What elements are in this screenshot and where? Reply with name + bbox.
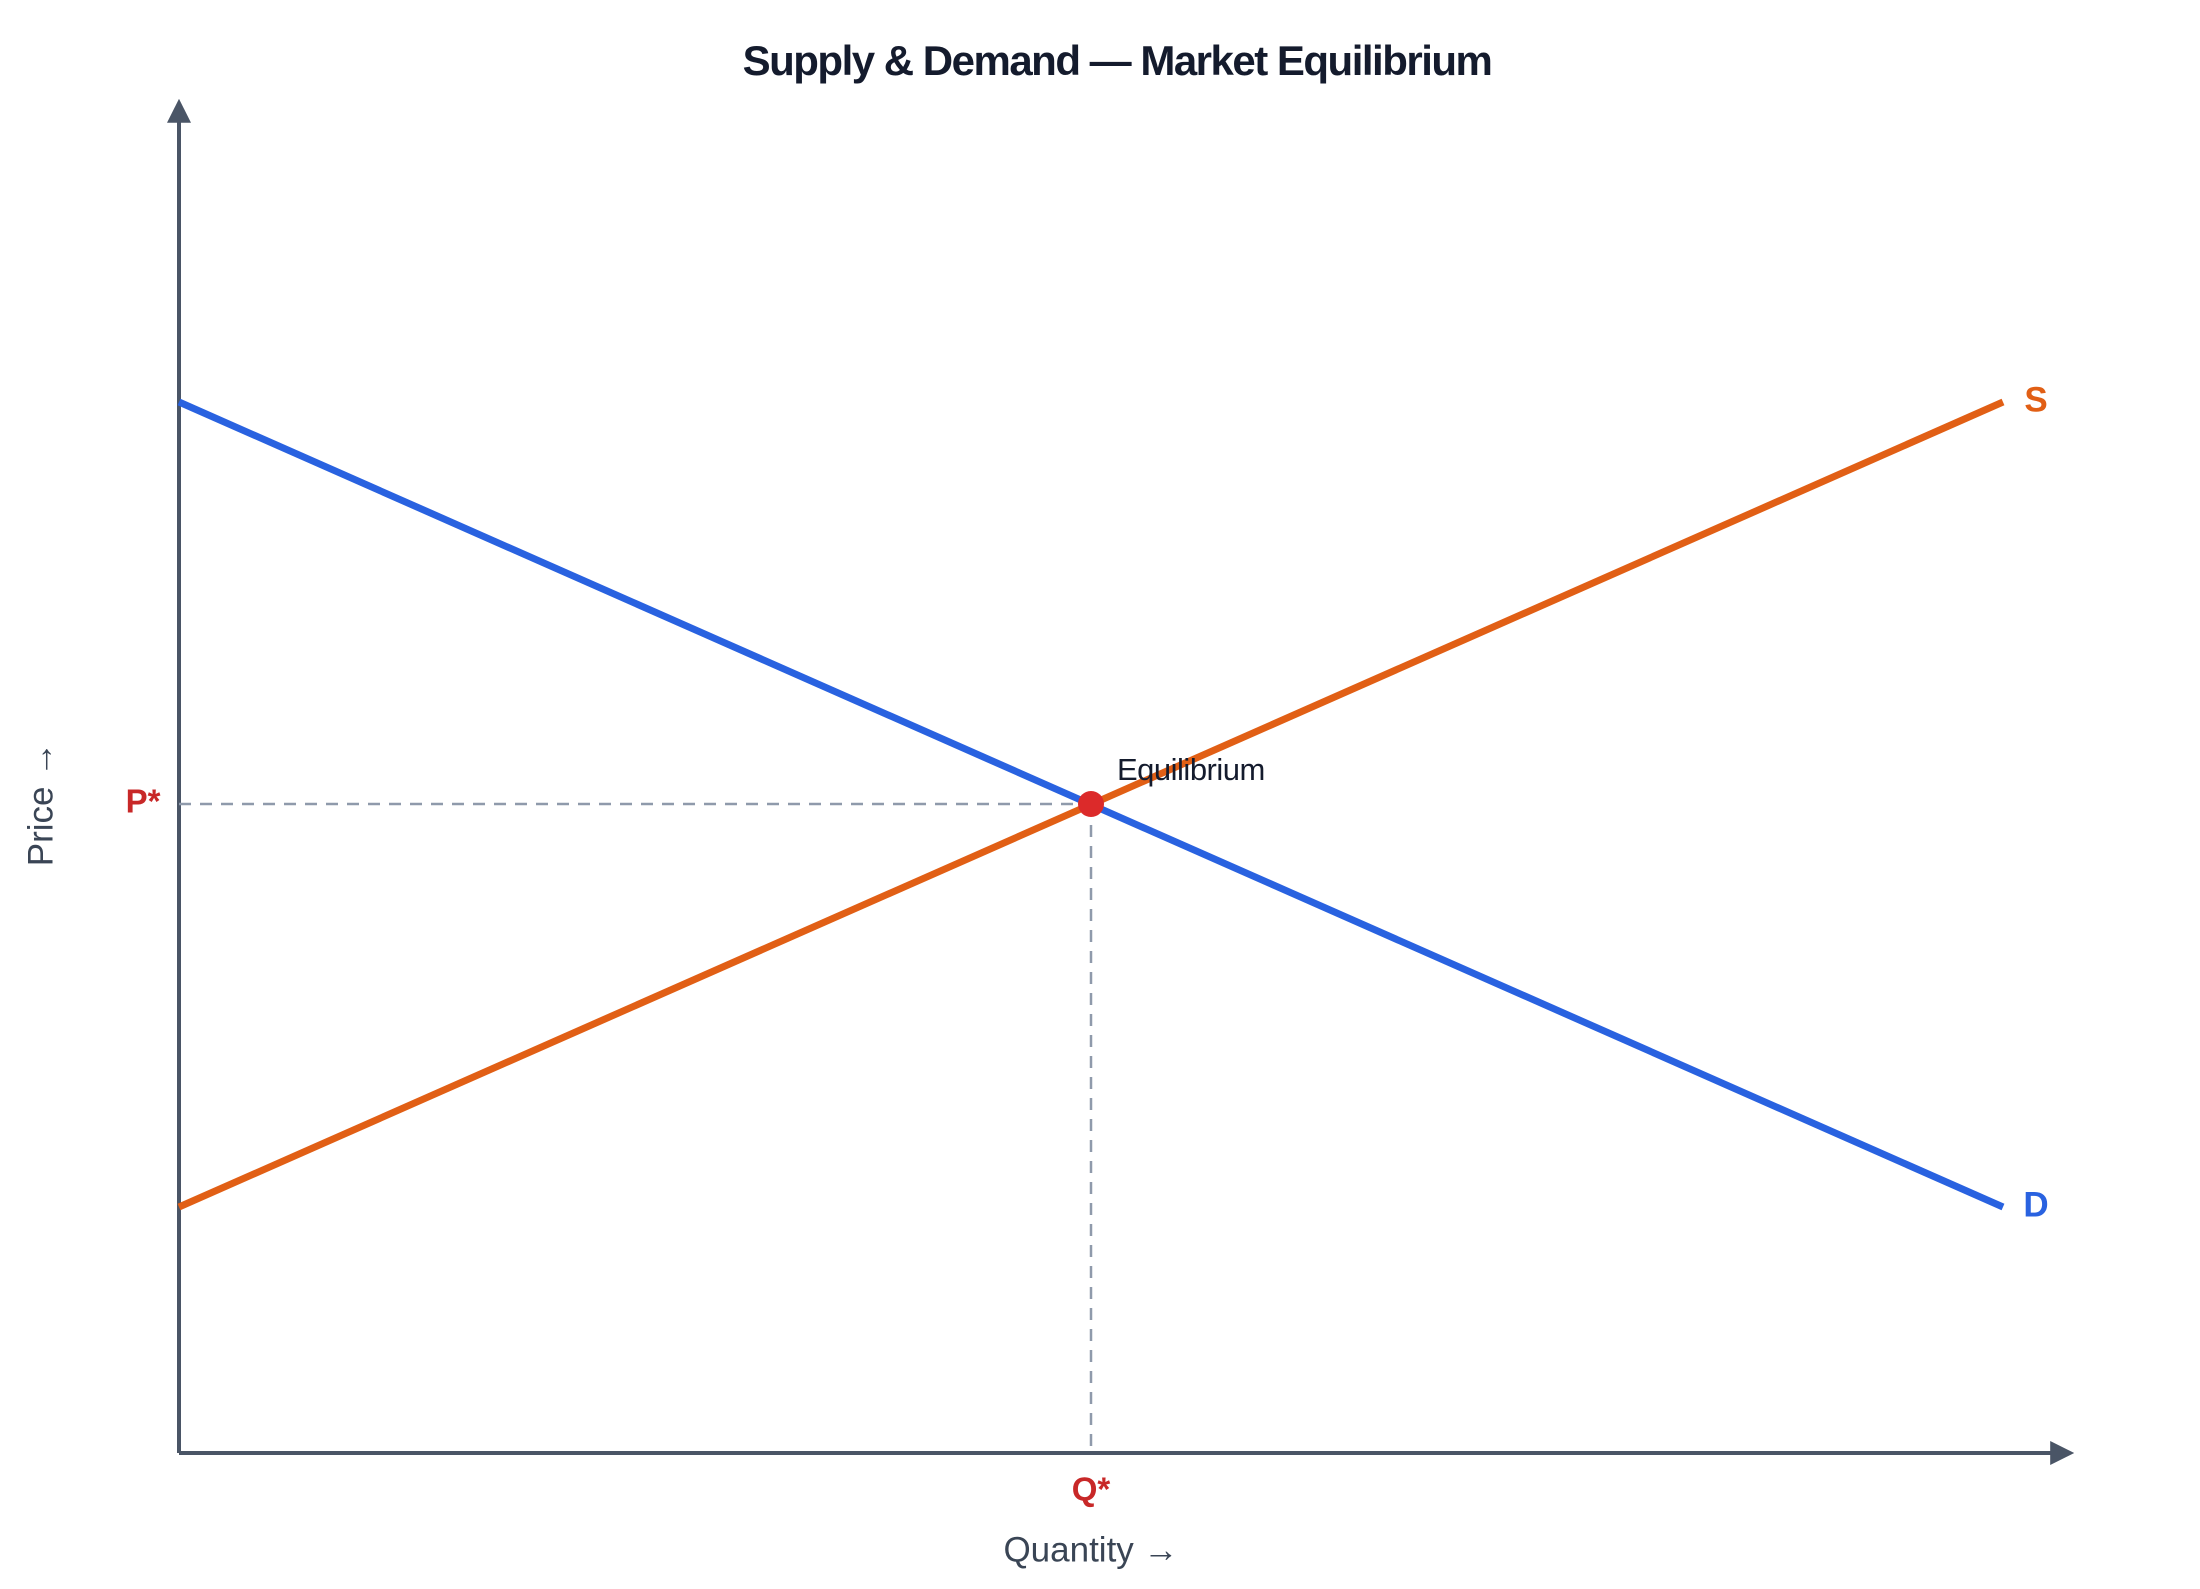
supply-label: S [2024,380,2047,419]
y-axis-label: Price → [21,742,60,866]
demand-label: D [2023,1185,2048,1224]
equilibrium-label: Equilibrium [1117,752,1265,787]
x-axis-label: Quantity → [1003,1530,1178,1569]
title: Supply & Demand — Market Equilibrium [743,37,1492,84]
equilibrium-point [1078,791,1104,817]
quantity-star: Q* [1072,1471,1111,1508]
price-star: P* [126,783,161,820]
